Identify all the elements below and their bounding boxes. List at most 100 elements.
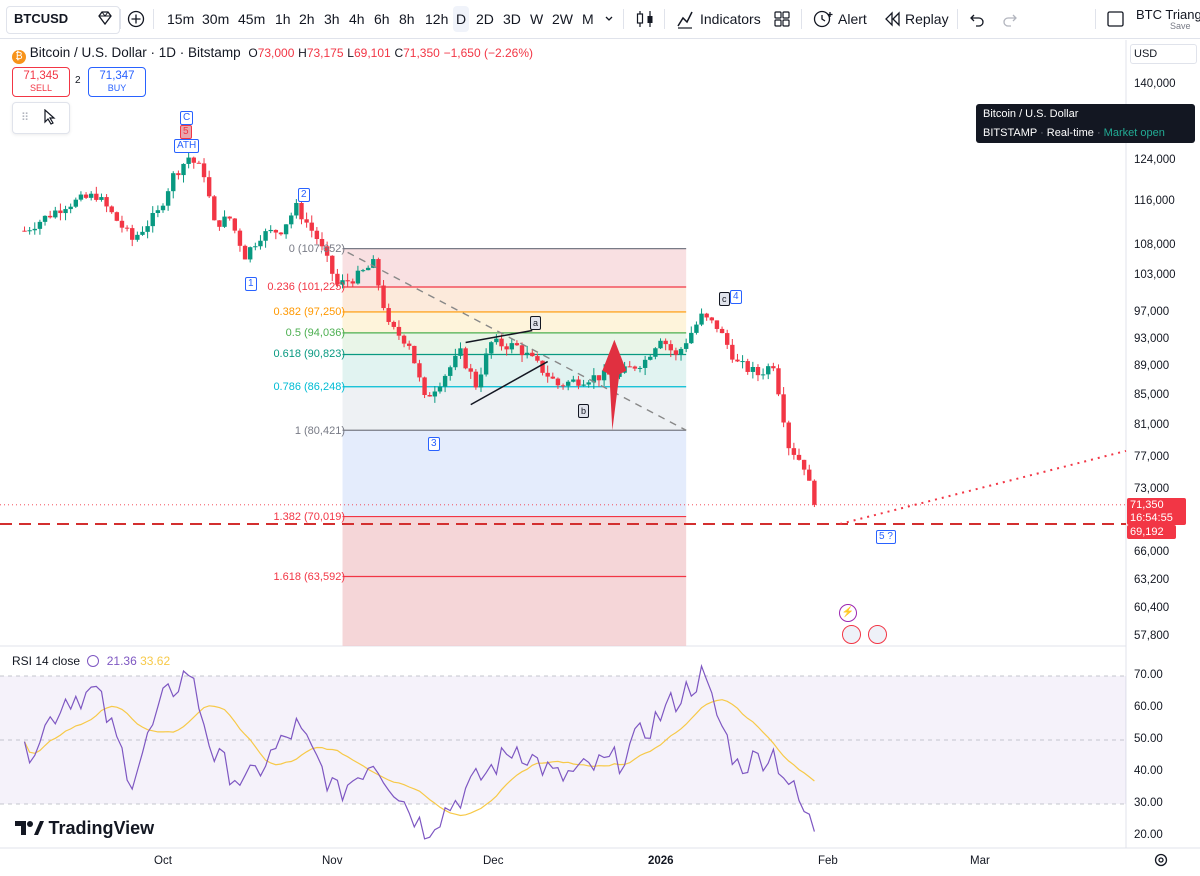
undo-icon[interactable] [968,0,986,38]
wave-label-4[interactable]: 4 [730,290,742,304]
wave-label-c[interactable]: c [719,292,730,306]
tradingview-logo[interactable]: TradingView [14,818,154,840]
candle-body [109,206,114,213]
candle-body [699,313,704,325]
price-tick: 57,800 [1134,630,1170,642]
currency-selector[interactable]: USD [1130,44,1197,64]
interval-15m[interactable]: 15m [167,11,195,27]
candles-chart-type-icon[interactable] [634,0,656,38]
candle-body [540,360,545,373]
chart-settings-gear-icon[interactable] [1153,852,1169,873]
candle-body [473,371,479,388]
drag-handle-icon[interactable]: ⠿ [21,112,29,124]
open-value: 73,000 [257,46,295,60]
wave-label-1[interactable]: 1 [245,277,257,291]
indicators-icon[interactable] [675,0,695,38]
interval-8h[interactable]: 8h [399,11,415,27]
wave-label-2[interactable]: 2 [298,188,310,202]
candle-body [294,202,299,216]
interval-4h[interactable]: 4h [349,11,365,27]
candle-body [648,356,653,360]
interval-m[interactable]: M [582,11,594,27]
interval-30m[interactable]: 30m [202,11,230,27]
economic-event-us-icon[interactable] [842,625,861,644]
candle-body [68,206,73,210]
candle-body [796,454,802,460]
wave-label-a[interactable]: a [530,316,542,330]
candle-body [453,355,458,368]
wave-label-c-major[interactable]: C [180,111,194,125]
candle-body [340,280,345,285]
fib-level-label: 0.5 (94,036) [285,327,345,339]
sell-button[interactable]: 71,345 SELL [12,67,70,97]
wave-label-5-major[interactable]: 5 [180,125,192,139]
layout-name[interactable]: BTC Triangl [1136,7,1200,22]
candle-body [396,326,402,336]
price-tick: 89,000 [1134,360,1170,372]
candle-body [489,342,494,354]
candle-body [191,157,196,163]
interval-3h[interactable]: 3h [324,11,340,27]
interval-2h[interactable]: 2h [299,11,315,27]
candle-body [463,348,468,369]
event-lightning-icon[interactable]: ⚡ [839,604,857,622]
alert-button[interactable]: Alert [838,11,867,27]
interval-1h[interactable]: 1h [275,11,291,27]
currency-label: USD [1134,48,1158,60]
price-tick: 140,000 [1134,78,1176,90]
candle-body [73,199,79,207]
indicators-button[interactable]: Indicators [700,11,761,27]
templates-grid-icon[interactable] [772,0,792,38]
candle-body [555,378,561,386]
wave-label-3[interactable]: 3 [428,437,440,451]
ath-label[interactable]: ATH [174,139,200,153]
interval-45m[interactable]: 45m [238,11,266,27]
interval-w[interactable]: W [530,11,544,27]
rsi-legend: RSI 14 close 21.36 33.62 [12,654,170,668]
candle-body [130,228,135,240]
layout-checkbox-icon[interactable] [1106,0,1126,38]
interval-12h[interactable]: 12h [425,11,449,27]
downtrend-line [347,251,687,431]
replay-button[interactable]: Replay [905,11,949,27]
interval-d-selected[interactable]: D [453,6,470,32]
fib-zone [342,516,687,577]
fib-zone [342,354,687,387]
candle-body [637,367,643,369]
economic-event-us-icon[interactable] [868,625,887,644]
symbol-search[interactable] [6,6,120,34]
layout-save-label[interactable]: Save [1170,21,1191,31]
interval-3d[interactable]: 3D [503,11,521,27]
current-price: 71,350 [1130,499,1164,511]
candle-body [212,196,217,221]
wave-label-b[interactable]: b [578,404,590,418]
redo-icon[interactable] [1001,0,1019,38]
interval-2d[interactable]: 2D [476,11,494,27]
buy-button[interactable]: 71,347 BUY [88,67,146,97]
candle-body [714,320,720,329]
floating-toolbar[interactable]: ⠿ [12,102,70,134]
watchlist-diamond-icon[interactable] [96,0,114,38]
candle-body [550,376,556,379]
alert-clock-icon[interactable] [812,0,834,38]
replay-rewind-icon[interactable] [883,0,901,38]
fib-level-label: 1.382 (70,019) [273,511,345,523]
fib-level-label: 1.618 (63,592) [273,571,345,583]
interval-6h[interactable]: 6h [374,11,390,27]
interval-2w[interactable]: 2W [552,11,573,27]
candle-body [391,321,397,327]
price-tick: 108,000 [1134,239,1176,251]
interval-dropdown-chevron-icon[interactable] [603,0,615,38]
candle-body [745,361,750,372]
symbol-name[interactable]: BTCUSD [14,11,69,26]
candle-body [535,356,540,361]
candle-body [181,163,186,176]
wave-label-5-projected[interactable]: 5 ? [876,530,896,544]
compare-add-icon[interactable] [126,0,146,38]
rsi-tick: 40.00 [1134,765,1163,777]
cursor-arrow-icon[interactable] [43,108,57,130]
change-value: −1,650 (−2.26%) [443,46,533,60]
rsi-loading-icon [87,655,100,667]
candle-body [571,379,576,382]
